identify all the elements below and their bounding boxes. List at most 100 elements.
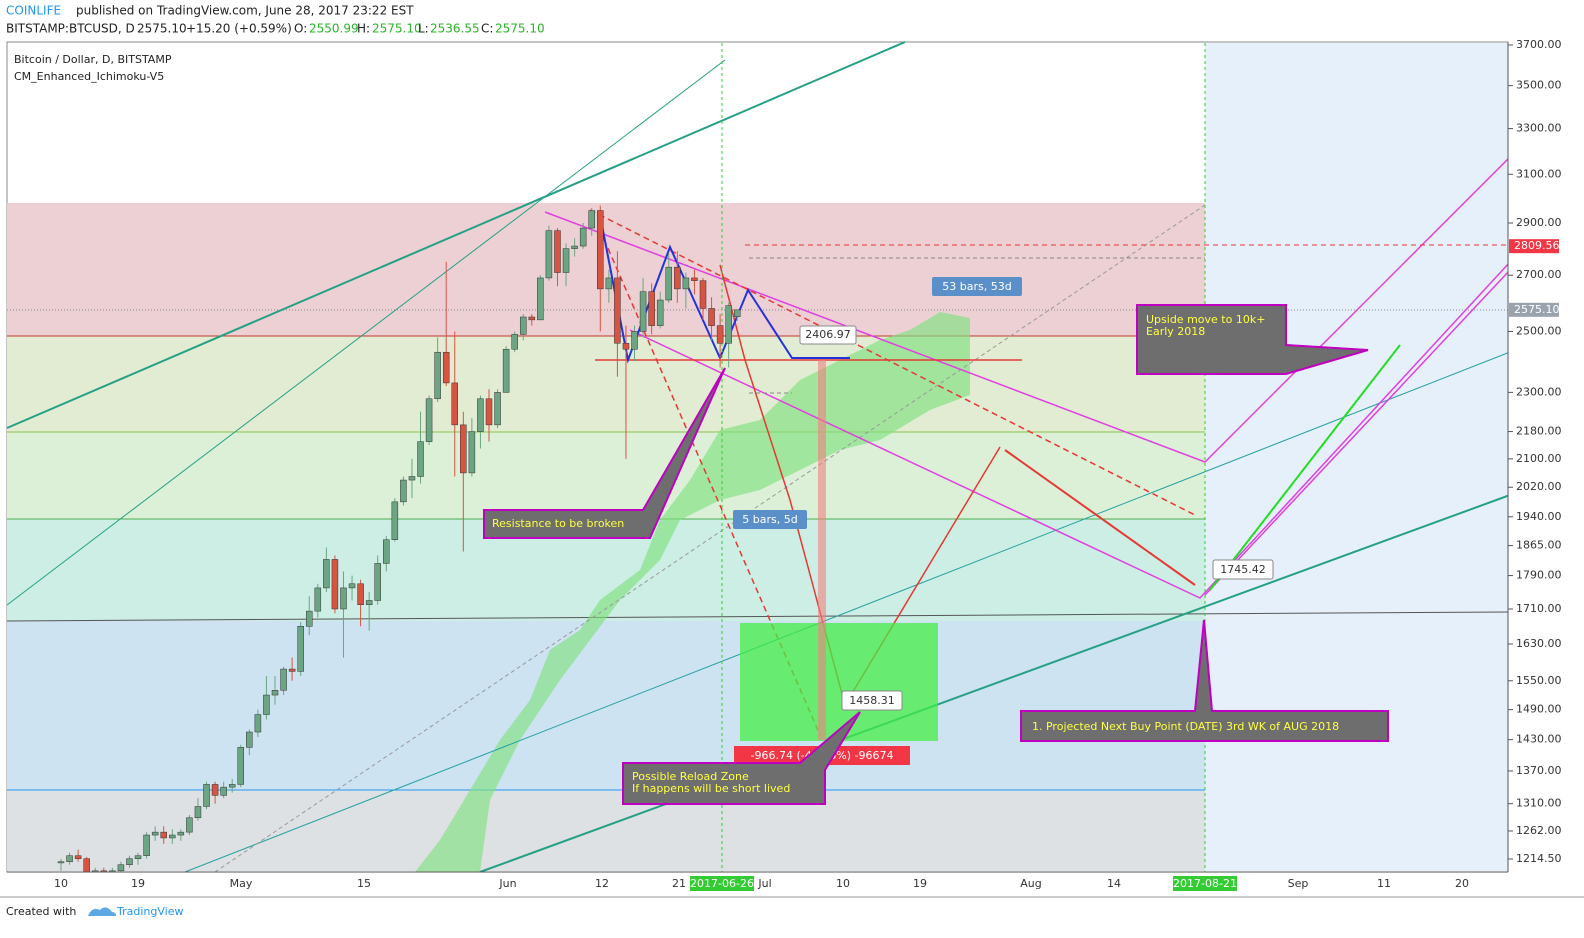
candle-body: [648, 291, 655, 326]
y-tick-label: 3300.00: [1516, 122, 1562, 135]
candles: [57, 205, 741, 884]
price: 2575.10: [137, 22, 187, 36]
o-label: O:: [294, 22, 307, 36]
price-mark: [1509, 302, 1559, 317]
x-tick-label: 12: [595, 877, 609, 890]
candle-body: [151, 831, 159, 836]
candle-body: [297, 626, 304, 672]
candle-body: [571, 245, 578, 249]
label: Resistance to be broken: [492, 517, 624, 530]
drop-range: [818, 360, 826, 740]
h: 2575.10: [372, 22, 422, 36]
change: +15.20 (+0.59%): [186, 22, 292, 36]
candle-body: [203, 784, 210, 807]
x-tick-label: 11: [1377, 877, 1391, 890]
candle-body: [177, 831, 185, 836]
candle-body: [460, 424, 467, 474]
candle-body: [708, 308, 715, 326]
candle-body: [691, 277, 698, 281]
price-axis: [1508, 42, 1584, 874]
y-tick-label: 1630.00: [1516, 637, 1562, 650]
y-tick-label: 3700.00: [1516, 38, 1562, 51]
footer-created: Created with: [6, 905, 76, 918]
annotation-boxes: 53 bars, 53d 2406.97 Upside move to 10k+…: [483, 277, 1389, 805]
candle-body: [665, 266, 673, 301]
candle-body: [160, 831, 167, 839]
candle-body: [246, 731, 253, 748]
published: published on TradingView.com, June 28, 2…: [76, 4, 414, 18]
candle-body: [348, 583, 356, 589]
label: 1458.31: [849, 694, 895, 707]
label: Early 2018: [1146, 325, 1205, 338]
candle-body: [631, 331, 638, 350]
candle-body: [254, 714, 262, 733]
x-tick-label: 19: [131, 877, 145, 890]
candle-body: [502, 348, 510, 393]
candle-body: [66, 855, 73, 862]
candle-body: [57, 861, 65, 864]
y-tick-label: 1310.00: [1516, 797, 1562, 810]
date-marker: [1173, 876, 1237, 891]
y-tick-label: 1710.00: [1516, 602, 1562, 615]
c-label: C:: [481, 22, 493, 36]
candle-body: [545, 230, 553, 279]
candle-body: [408, 476, 416, 481]
h-label: H:: [357, 22, 370, 36]
y-tick-label: 2700.00: [1516, 268, 1562, 281]
candle-body: [365, 600, 373, 605]
y-tick-label: 1262.00: [1516, 824, 1562, 837]
label: If happens will be short lived: [632, 782, 790, 795]
candle-body: [357, 583, 364, 605]
y-tick-label: 3100.00: [1516, 167, 1562, 180]
y-tick-label: 1430.00: [1516, 733, 1562, 746]
date-marker: [690, 876, 754, 891]
y-tick-label: 1790.00: [1516, 569, 1562, 582]
candle-body: [725, 305, 732, 344]
candle-body: [511, 334, 518, 350]
trend-lines: [6, 41, 1511, 873]
price-mark-label: 2809.56: [1514, 239, 1560, 252]
x-tick-label: 10: [54, 877, 68, 890]
candle-body: [228, 784, 236, 788]
candle-body: [126, 858, 133, 865]
candle-body: [519, 316, 527, 335]
y-tick-label: 1865.00: [1516, 539, 1562, 552]
candle-body: [605, 277, 613, 290]
candle-body: [391, 501, 399, 540]
y-tick-label: 1214.50: [1516, 852, 1562, 865]
candle-body: [186, 817, 193, 833]
candle-body: [716, 325, 724, 344]
candle-body: [74, 855, 82, 859]
candle-body: [485, 398, 493, 426]
o: 2550.99: [309, 22, 359, 36]
x-tick-label: Aug: [1020, 877, 1041, 890]
candle-body: [537, 277, 544, 321]
candle-body: [340, 587, 347, 610]
ichimoku-cloud: [415, 312, 970, 872]
time-axis: [7, 872, 1508, 894]
y-tick-label: 2300.00: [1516, 385, 1562, 398]
footer-brand[interactable]: TradingView: [116, 905, 183, 918]
candle-body: [211, 784, 219, 796]
candle-body: [597, 210, 604, 290]
author[interactable]: COINLIFE: [6, 4, 61, 18]
candle-body: [143, 834, 150, 856]
candle-body: [562, 248, 570, 273]
candle-body: [434, 351, 441, 400]
x-tick-label: 2017-06-26: [690, 877, 754, 890]
y-tick-label: 2500.00: [1516, 324, 1562, 337]
candle-body: [237, 747, 245, 785]
legend-indicator: CM_Enhanced_Ichimoku-V5: [14, 70, 164, 83]
candle-body: [305, 610, 313, 627]
label: 2406.97: [805, 328, 851, 341]
label: 1. Projected Next Buy Point (DATE) 3rd W…: [1032, 720, 1339, 733]
x-tick-label: 10: [836, 877, 850, 890]
candle-body: [639, 291, 647, 332]
candle-body: [400, 479, 407, 503]
x-tick-label: 19: [913, 877, 927, 890]
label: 5 bars, 5d: [742, 513, 797, 526]
candle-body: [117, 864, 125, 872]
candle-body: [417, 441, 424, 477]
tradingview-logo: [88, 907, 116, 916]
